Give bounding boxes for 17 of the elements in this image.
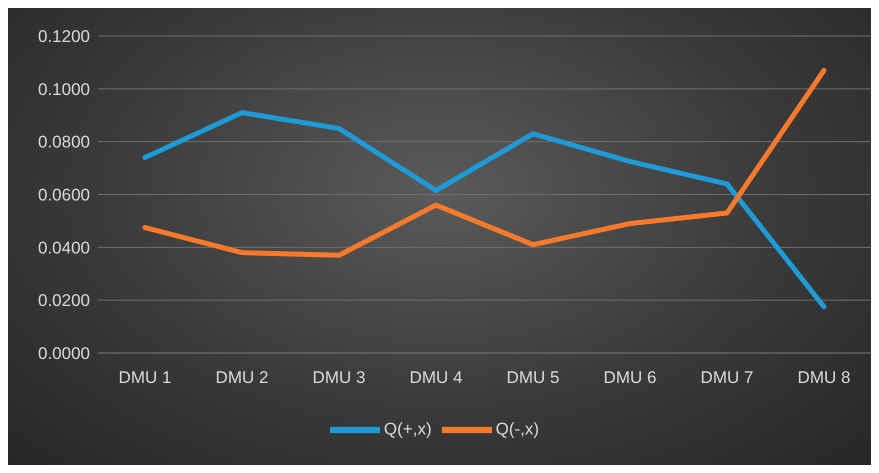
x-tick-label: DMU 3 bbox=[312, 368, 366, 388]
x-tick-label: DMU 7 bbox=[700, 368, 754, 388]
legend-label: Q(+,x) bbox=[384, 419, 432, 438]
x-tick-label: DMU 8 bbox=[798, 368, 850, 388]
x-tick-label: DMU 1 bbox=[118, 368, 172, 388]
y-tick-label: 0.0200 bbox=[38, 291, 90, 310]
x-tick-label: DMU 6 bbox=[604, 368, 656, 388]
y-tick-label: 0.1200 bbox=[38, 27, 90, 46]
x-tick-label: DMU 2 bbox=[216, 368, 268, 388]
legend-label: Q(-,x) bbox=[496, 419, 540, 438]
y-tick-label: 0.0000 bbox=[38, 344, 90, 364]
y-tick-label: 0.0400 bbox=[38, 238, 90, 258]
y-tick-label: 0.0600 bbox=[38, 186, 90, 205]
y-tick-label: 0.0800 bbox=[38, 132, 90, 152]
x-tick-label: DMU 4 bbox=[410, 368, 462, 388]
x-tick-label: DMU 5 bbox=[506, 368, 560, 388]
y-tick-label: 0.1000 bbox=[38, 80, 90, 99]
